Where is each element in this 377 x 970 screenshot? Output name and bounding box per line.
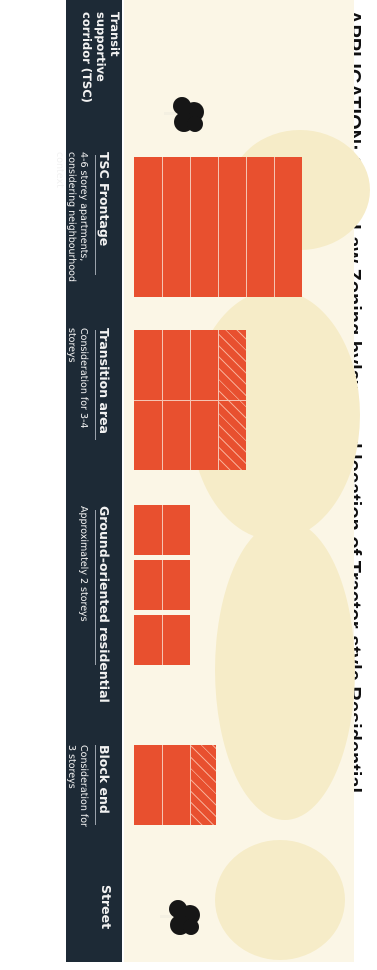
category-block-end: Block end Consideration for 3 storeys [66,745,112,827]
floor-line [190,157,191,297]
category-rule [95,510,96,665]
category-tsc-frontage: TSC Frontage 4-6 storey apartments, cons… [54,152,112,282]
floor-line [274,157,275,297]
background-hill [215,520,355,820]
background-hill [215,840,345,960]
floor-line [190,745,191,825]
floor-line [246,157,247,297]
floor-line [162,560,163,610]
category-rule [95,745,96,825]
category-transition-area: Transition area Consideration for 3-4 st… [66,328,112,434]
floor-line [162,615,163,665]
street-label: Street [99,885,114,930]
floor-line [162,745,163,825]
category-rule [95,330,96,440]
unit-line [134,400,246,401]
category-rule [95,155,96,275]
legend-band [66,0,122,962]
floor-line [162,505,163,555]
tree-icon [160,895,200,939]
optional-storey-hatch [190,745,216,825]
floor-line [162,157,163,297]
transit-corridor-label: Transit supportive corridor (TSC) [80,12,122,103]
tree-icon [164,92,204,136]
category-ground-oriented: Ground-oriented residential Approximatel… [78,506,112,703]
floor-line [218,157,219,297]
